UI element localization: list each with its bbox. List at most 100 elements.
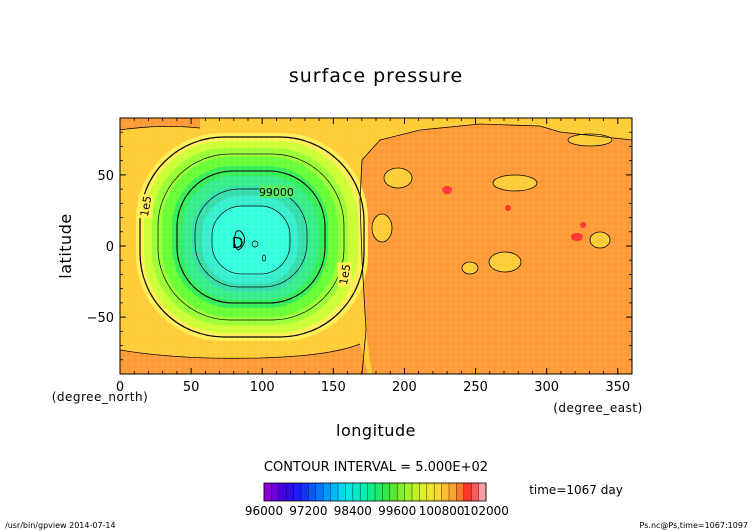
colorbar-swatch	[397, 483, 406, 501]
colorbar-swatch	[471, 483, 480, 501]
x-axis: 0 50 100 150 200 250 300 350	[116, 118, 630, 395]
contour-line	[371, 213, 393, 243]
colorbar-swatch	[330, 483, 339, 501]
contour-labels: 99000 1e5 1e5	[138, 184, 353, 287]
patch-yellow	[462, 262, 478, 274]
x-tick-label: 0	[116, 380, 124, 395]
contour-line	[567, 133, 613, 147]
patch-yellow	[372, 214, 392, 242]
contour-label: 99000	[259, 186, 294, 199]
x-tick-label: 50	[183, 380, 200, 395]
colorbar-label: 100800	[419, 504, 465, 518]
contour-interval-label: CONTOUR INTERVAL = 5.000E+02	[264, 460, 488, 475]
field-band-north	[120, 118, 200, 130]
colorbar-label: 99600	[378, 504, 416, 518]
colorbar-swatch	[308, 483, 317, 501]
contour-line	[211, 205, 291, 275]
colorbar-swatch	[367, 483, 376, 501]
colorbar-swatch	[441, 483, 450, 501]
contour-label-bg	[337, 262, 352, 287]
contour-line	[359, 123, 632, 374]
colorbar-swatch	[315, 483, 324, 501]
time-label: time=1067 day	[529, 483, 623, 497]
colorbar-label: 97200	[289, 504, 327, 518]
patch-red	[571, 233, 583, 241]
colorbar-swatch	[426, 483, 435, 501]
patch-yellow	[384, 168, 412, 188]
colorbar-swatch	[301, 483, 309, 501]
colorbar	[263, 482, 487, 502]
contour-line	[383, 167, 413, 189]
y-tick-label: 50	[97, 169, 114, 184]
colorbar-swatch	[286, 483, 295, 501]
colorbar-swatch	[271, 483, 280, 501]
contour-label-bg	[138, 194, 153, 219]
patch-red	[505, 205, 511, 211]
contour-1e5	[139, 136, 365, 338]
y-unit-label: (degree_north)	[52, 390, 149, 404]
chart-title: surface pressure	[289, 65, 463, 87]
x-tick-label: 200	[392, 380, 417, 395]
patch-yellow	[590, 232, 610, 248]
contour-line	[194, 188, 308, 288]
colorbar-swatch	[389, 483, 398, 501]
footer-left: /usr/bin/gpview 2014-07-14	[5, 521, 116, 530]
colorbar-swatch	[478, 483, 487, 501]
contour-label: 1e5	[138, 195, 154, 218]
colorbar-swatch	[456, 483, 465, 501]
colorbar-swatch	[278, 483, 287, 501]
patch-yellow	[568, 134, 612, 146]
footer-right: Ps.nc@Ps,time=1067:1097	[640, 521, 748, 530]
colorbar-frame	[263, 482, 487, 502]
patch-red	[442, 186, 452, 194]
y-axis-label: latitude	[56, 213, 75, 278]
colorbar-label: 98400	[334, 504, 372, 518]
contour-99000	[176, 170, 326, 304]
contour-line	[492, 174, 538, 192]
contour-line	[120, 343, 361, 359]
colorbar-swatch	[360, 483, 369, 501]
y-axis: 50 0 −50	[87, 131, 632, 361]
y-tick-label: −50	[87, 311, 114, 326]
contour-line	[233, 230, 245, 251]
x-axis-label: longitude	[336, 421, 416, 440]
colorbar-swatch	[338, 483, 346, 501]
heatmap-field	[120, 118, 632, 374]
colorbar-swatch	[404, 483, 413, 501]
x-tick-label: 100	[250, 380, 275, 395]
x-tick-label: 350	[605, 380, 630, 395]
colorbar-swatch	[323, 483, 332, 501]
contour-line	[589, 231, 611, 249]
grid-texture	[120, 118, 632, 374]
colorbar-swatch	[264, 483, 272, 501]
colorbar-label: 96000	[245, 504, 283, 518]
patch-yellow	[493, 175, 537, 191]
contour-label: 1e5	[337, 263, 353, 286]
band-9	[212, 206, 288, 276]
colorbar-swatch	[352, 483, 361, 501]
field-band-south	[120, 344, 368, 374]
contour-line	[488, 251, 522, 273]
y-tick-label: 0	[106, 240, 114, 255]
contour-line	[262, 254, 266, 262]
colorbar-swatch	[434, 483, 443, 501]
x-tick-label: 250	[463, 380, 488, 395]
x-tick-label: 150	[321, 380, 346, 395]
x-tick-label: 300	[534, 380, 559, 395]
x-unit-label: (degree_east)	[553, 401, 643, 415]
colorbar-swatch	[382, 483, 391, 501]
contour-line	[461, 261, 479, 275]
colorbar-swatch	[449, 483, 457, 501]
colorbar-swatch	[419, 483, 428, 501]
contour-line	[157, 153, 345, 321]
contour-line	[120, 126, 201, 131]
colorbar-swatch	[345, 483, 354, 501]
colorbar-swatch	[412, 483, 420, 501]
colorbar-swatch	[293, 483, 302, 501]
patch-yellow	[489, 252, 521, 272]
colorbar-swatch	[375, 483, 383, 501]
colorbar-swatch	[463, 483, 472, 501]
low-center-label: D	[232, 234, 244, 252]
